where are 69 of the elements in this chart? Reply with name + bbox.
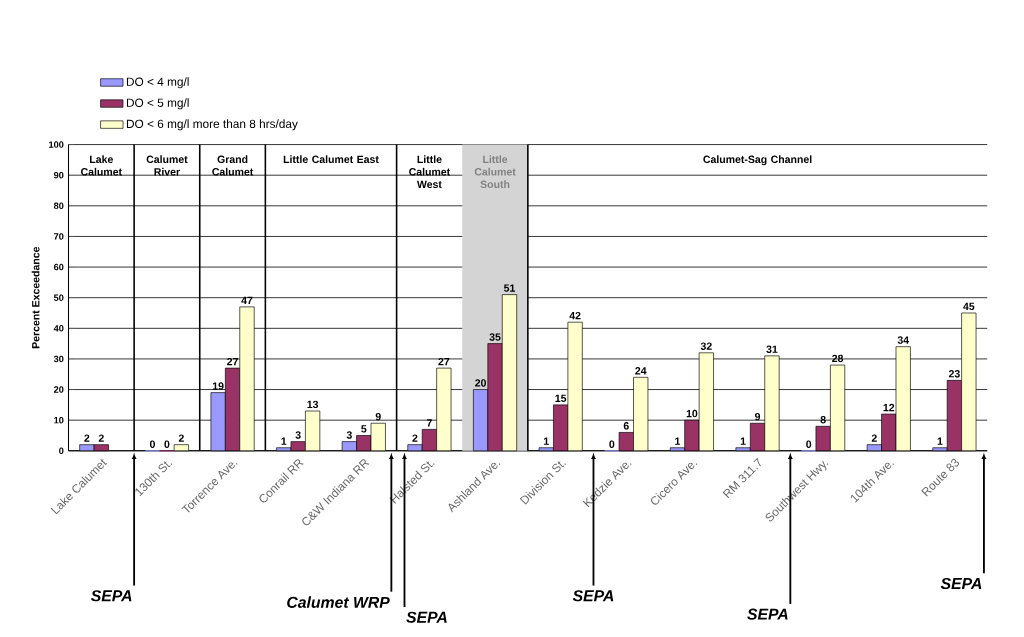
y-tick-label: 20 [53, 386, 64, 393]
data-label: 1 [675, 437, 681, 445]
data-label: 27 [438, 358, 450, 366]
data-label: 51 [503, 284, 516, 292]
y-tick-label: 0 [59, 447, 64, 455]
data-label: 15 [555, 394, 567, 403]
y-tick-label: 100 [49, 141, 64, 148]
y-tick-label: 40 [53, 325, 64, 332]
data-label: 2 [412, 434, 418, 442]
legend-label: DO < 4 mg/l [126, 77, 189, 89]
data-label: 23 [948, 370, 960, 378]
annotation: Grand Calumet [212, 155, 254, 176]
data-label: 35 [489, 333, 501, 341]
y-tick-label: 90 [53, 172, 64, 179]
data-label: 19 [212, 382, 224, 390]
data-label: 31 [766, 345, 778, 354]
y-axis-title: Percent Exceedance [31, 247, 40, 349]
y-tick-label: 60 [53, 263, 64, 271]
data-label: 32 [700, 342, 712, 351]
text: SEPA [90, 590, 132, 602]
data-label: 13 [307, 400, 319, 409]
text: Calumet WRP [287, 596, 390, 608]
y-tick-label: 30 [53, 355, 64, 363]
data-label: 2 [871, 434, 877, 442]
data-label: 3 [295, 431, 301, 439]
data-label: 20 [475, 379, 487, 387]
data-label: 1 [281, 437, 287, 445]
data-label: 0 [164, 440, 170, 449]
data-label: 0 [609, 440, 615, 449]
data-label: 47 [241, 296, 253, 305]
text: SEPA [406, 611, 447, 623]
y-tick-label: 80 [53, 202, 64, 210]
annotation: Lake Calumet [81, 155, 122, 176]
data-label: 6 [623, 422, 629, 430]
legend-label: DO < 6 mg/l more than 8 hrs/day [126, 119, 298, 131]
text: SEPA [940, 578, 982, 590]
data-label: 2 [98, 434, 104, 442]
data-label: 1 [543, 437, 549, 445]
data-label: 34 [897, 336, 909, 344]
data-label: 5 [361, 425, 367, 433]
data-label: 24 [635, 367, 647, 375]
y-tick-label: 50 [53, 294, 64, 302]
data-label: 8 [820, 416, 826, 424]
data-label: 2 [84, 434, 90, 442]
y-tick-label: 70 [54, 233, 64, 240]
data-label: 42 [569, 312, 581, 320]
annotation: Calumet-Sag Channel [703, 155, 812, 166]
data-label: 1 [937, 437, 943, 445]
text: SEPA [747, 608, 788, 620]
data-label: 7 [426, 419, 432, 427]
annotation: Little Calumet East [283, 155, 379, 164]
data-label: 1 [740, 437, 746, 445]
data-label: 9 [375, 413, 381, 421]
annotation: Calumet River [146, 155, 188, 176]
data-label: 0 [149, 440, 155, 449]
data-label: 2 [178, 434, 184, 442]
annotation: Little Calumet West [409, 155, 451, 189]
text: SEPA [572, 590, 614, 602]
data-label: 45 [963, 302, 975, 311]
legend-label: DO < 5 mg/l [126, 98, 189, 110]
data-label: 0 [806, 440, 812, 449]
data-label: 27 [227, 358, 238, 366]
data-label: 3 [346, 431, 352, 439]
data-label: 12 [883, 403, 895, 412]
data-label: 10 [686, 409, 698, 418]
band-label: Little Calumet South [474, 155, 516, 189]
y-tick-label: 10 [54, 417, 64, 424]
data-label: 28 [832, 354, 844, 363]
data-label: 9 [754, 413, 761, 421]
